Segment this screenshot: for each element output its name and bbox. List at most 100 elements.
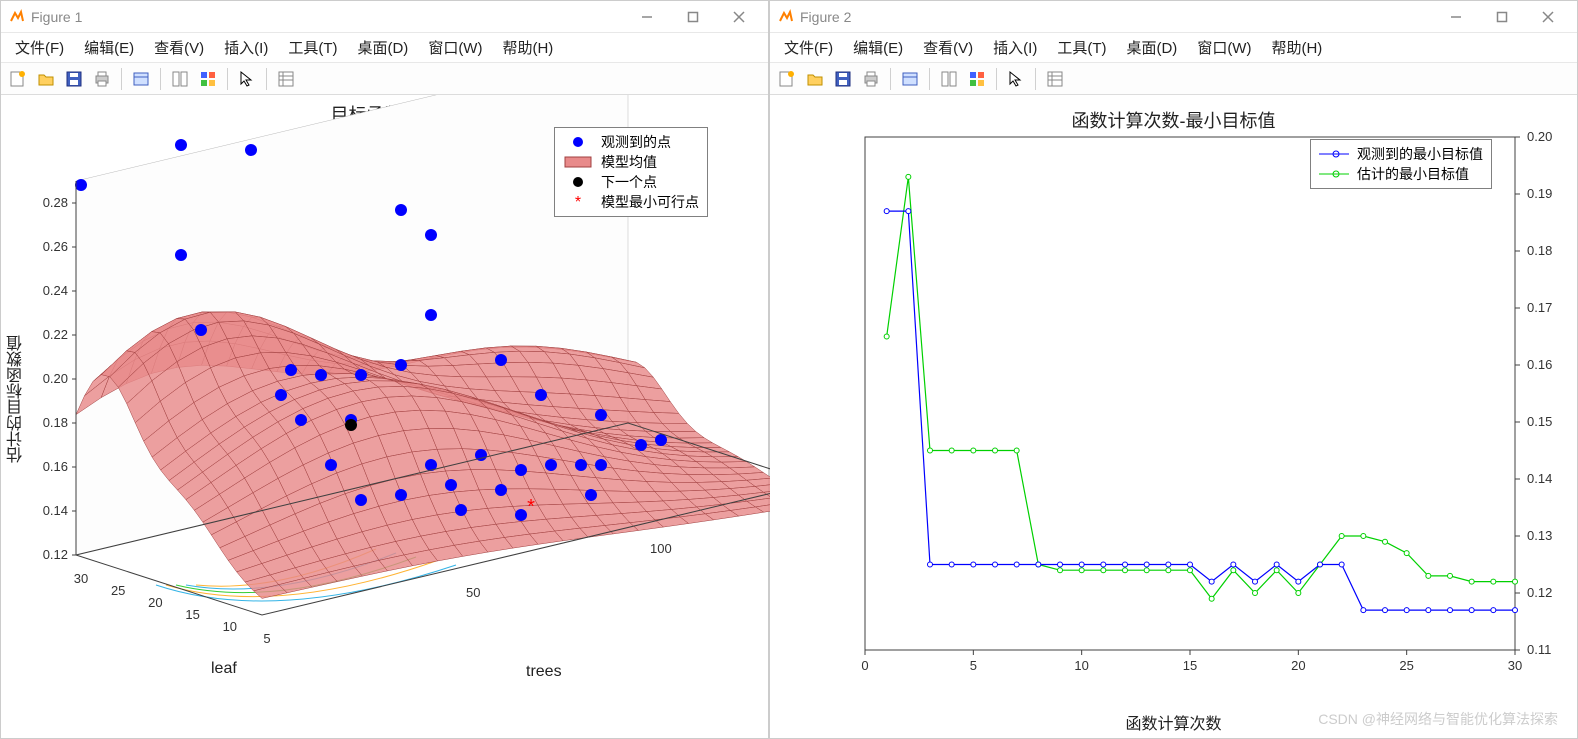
menu-item[interactable]: 编辑(E) [74, 33, 144, 62]
separator [160, 68, 161, 90]
svg-text:5: 5 [263, 631, 270, 646]
svg-text:0.18: 0.18 [1527, 243, 1552, 258]
x-axis-label: leaf [211, 660, 237, 678]
y-axis-label: trees [526, 663, 562, 681]
maximize-button[interactable] [670, 2, 716, 32]
pointer-icon[interactable] [1003, 66, 1029, 92]
svg-text:0.16: 0.16 [43, 459, 68, 474]
menubar: 文件(F)编辑(E)查看(V)插入(I)工具(T)桌面(D)窗口(W)帮助(H) [770, 33, 1577, 63]
window-title: Figure 1 [31, 9, 82, 25]
svg-text:0.15: 0.15 [1527, 414, 1552, 429]
color-tile-icon[interactable] [195, 66, 221, 92]
legend-model-mean: 模型均值 [563, 152, 699, 172]
legend-label: 模型最小可行点 [601, 192, 699, 212]
tile-icon[interactable] [167, 66, 193, 92]
legend-label: 估计的最小目标值 [1357, 164, 1469, 184]
menu-item[interactable]: 窗口(W) [1187, 33, 1261, 62]
close-button[interactable] [716, 2, 762, 32]
svg-text:20: 20 [1291, 658, 1305, 673]
matlab-icon [9, 9, 25, 25]
svg-text:10: 10 [1074, 658, 1088, 673]
menu-item[interactable]: 插入(I) [983, 33, 1047, 62]
svg-text:0.28: 0.28 [43, 195, 68, 210]
save-icon[interactable] [830, 66, 856, 92]
svg-text:0.20: 0.20 [43, 371, 68, 386]
minimize-button[interactable] [1433, 2, 1479, 32]
svg-text:0.12: 0.12 [43, 547, 68, 562]
close-button[interactable] [1525, 2, 1571, 32]
svg-text:0: 0 [861, 658, 868, 673]
svg-text:100: 100 [650, 541, 672, 556]
minimize-button[interactable] [624, 2, 670, 32]
menu-item[interactable]: 查看(V) [144, 33, 214, 62]
maximize-button[interactable] [1479, 2, 1525, 32]
separator [227, 68, 228, 90]
chart-3d-surface[interactable]: 目标函数模型 *0.280.260.240.220.200.180.160.14… [1, 95, 768, 738]
chart-line[interactable]: 函数计算次数-最小目标值 0510152025300.110.120.130.1… [770, 95, 1577, 738]
legend-min-feasible: * 模型最小可行点 [563, 192, 699, 212]
svg-text:25: 25 [1399, 658, 1413, 673]
legend-label: 模型均值 [601, 152, 657, 172]
figure-1-window: Figure 1 文件(F)编辑(E)查看(V)插入(I)工具(T)桌面(D)窗… [0, 0, 769, 739]
x-axis-label: 函数计算次数 [1125, 710, 1221, 734]
chart-legend[interactable]: 观测到的最小目标值 估计的最小目标值 [1310, 139, 1492, 189]
figure-2-window: Figure 2 文件(F)编辑(E)查看(V)插入(I)工具(T)桌面(D)窗… [769, 0, 1578, 739]
z-axis-label: 估计的目标函数值 [5, 335, 29, 463]
menu-item[interactable]: 编辑(E) [843, 33, 913, 62]
menu-item[interactable]: 文件(F) [5, 33, 74, 62]
titlebar[interactable]: Figure 2 [770, 1, 1577, 33]
link-icon[interactable] [128, 66, 154, 92]
tile-icon[interactable] [936, 66, 962, 92]
print-icon[interactable] [89, 66, 115, 92]
separator [121, 68, 122, 90]
legend-label: 下一个点 [601, 172, 657, 192]
separator [266, 68, 267, 90]
print-icon[interactable] [858, 66, 884, 92]
svg-text:0.11: 0.11 [1527, 642, 1551, 657]
separator [1035, 68, 1036, 90]
separator [996, 68, 997, 90]
new-figure-icon[interactable] [774, 66, 800, 92]
svg-text:15: 15 [185, 607, 199, 622]
menu-item[interactable]: 帮助(H) [492, 33, 563, 62]
menu-item[interactable]: 工具(T) [1047, 33, 1116, 62]
legend-next-point: 下一个点 [563, 172, 699, 192]
menu-item[interactable]: 文件(F) [774, 33, 843, 62]
property-icon[interactable] [1042, 66, 1068, 92]
legend-label: 观测到的点 [601, 132, 671, 152]
svg-text:0.18: 0.18 [43, 415, 68, 430]
property-icon[interactable] [273, 66, 299, 92]
svg-text:0.14: 0.14 [1527, 471, 1552, 486]
new-figure-icon[interactable] [5, 66, 31, 92]
menu-item[interactable]: 帮助(H) [1261, 33, 1332, 62]
menubar: 文件(F)编辑(E)查看(V)插入(I)工具(T)桌面(D)窗口(W)帮助(H) [1, 33, 768, 63]
svg-text:30: 30 [74, 571, 88, 586]
pointer-icon[interactable] [234, 66, 260, 92]
svg-text:25: 25 [111, 583, 125, 598]
menu-item[interactable]: 桌面(D) [1116, 33, 1187, 62]
color-tile-icon[interactable] [964, 66, 990, 92]
svg-text:0.16: 0.16 [1527, 357, 1552, 372]
svg-text:5: 5 [970, 658, 977, 673]
save-icon[interactable] [61, 66, 87, 92]
menu-item[interactable]: 查看(V) [913, 33, 983, 62]
menu-item[interactable]: 工具(T) [278, 33, 347, 62]
chart-legend[interactable]: 观测到的点 模型均值 下一个点 * 模型最小可行点 [554, 127, 708, 217]
svg-text:0.14: 0.14 [43, 503, 68, 518]
svg-text:15: 15 [1183, 658, 1197, 673]
menu-item[interactable]: 插入(I) [214, 33, 278, 62]
separator [890, 68, 891, 90]
svg-text:10: 10 [223, 619, 237, 634]
open-icon[interactable] [33, 66, 59, 92]
svg-text:*: * [575, 195, 581, 209]
legend-label: 观测到的最小目标值 [1357, 144, 1483, 164]
svg-text:0.24: 0.24 [43, 283, 68, 298]
link-icon[interactable] [897, 66, 923, 92]
menu-item[interactable]: 桌面(D) [347, 33, 418, 62]
svg-text:0.12: 0.12 [1527, 585, 1552, 600]
menu-item[interactable]: 窗口(W) [418, 33, 492, 62]
titlebar[interactable]: Figure 1 [1, 1, 768, 33]
svg-text:0.22: 0.22 [43, 327, 68, 342]
matlab-icon [778, 9, 794, 25]
open-icon[interactable] [802, 66, 828, 92]
